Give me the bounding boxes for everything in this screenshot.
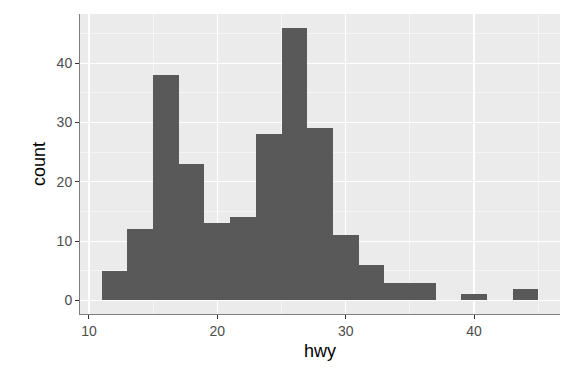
svg-text:40: 40	[466, 323, 482, 339]
svg-text:30: 30	[57, 114, 73, 130]
svg-text:0: 0	[64, 292, 72, 308]
svg-text:40: 40	[57, 55, 73, 71]
svg-text:10: 10	[81, 323, 97, 339]
svg-text:count: count	[29, 142, 49, 186]
svg-text:10: 10	[57, 233, 73, 249]
svg-text:20: 20	[210, 323, 226, 339]
svg-text:20: 20	[57, 174, 73, 190]
svg-text:hwy: hwy	[304, 341, 336, 361]
svg-text:30: 30	[338, 323, 354, 339]
